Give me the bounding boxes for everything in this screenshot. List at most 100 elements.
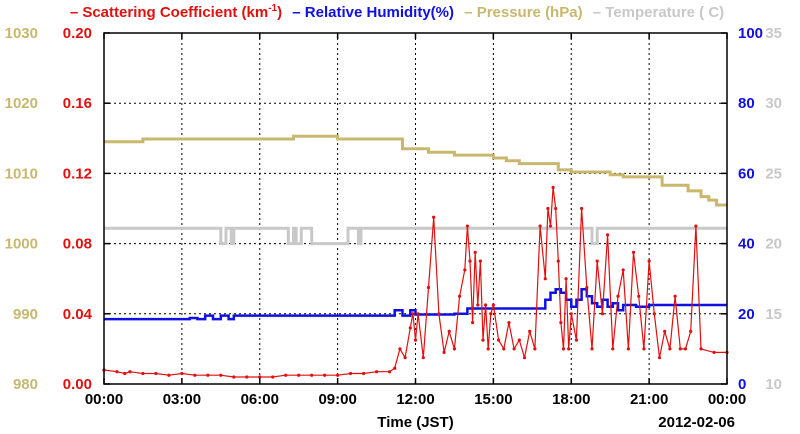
scattering-point xyxy=(349,371,353,376)
humidity-tick-label: 100 xyxy=(738,25,763,42)
scattering-point xyxy=(437,312,441,316)
scattering-point xyxy=(564,277,568,281)
pressure-tick-label: 1010 xyxy=(5,165,38,182)
x-tick-label: 21:00 xyxy=(630,391,668,408)
pressure-tick-label: 1020 xyxy=(5,95,38,112)
series-line-scattering xyxy=(103,187,727,378)
scattering-point xyxy=(473,250,477,254)
scattering-point xyxy=(141,371,145,376)
scattering-point xyxy=(647,259,651,263)
scattering-point xyxy=(528,329,532,333)
scattering-point xyxy=(673,294,677,298)
scattering-point xyxy=(476,303,480,307)
scattering-point xyxy=(398,347,402,351)
x-tick-label: 15:00 xyxy=(474,391,512,408)
scattering-point xyxy=(657,356,662,360)
scattering-point xyxy=(517,338,521,342)
scattering-point xyxy=(616,294,620,298)
legend-scattering-sup: -1 xyxy=(268,3,278,14)
scattering-point xyxy=(595,259,599,263)
scattering-point xyxy=(413,338,418,342)
scattering-point xyxy=(483,303,488,307)
scattering-point xyxy=(123,371,127,376)
scattering-point xyxy=(559,320,563,325)
legend-pressure-dash: – xyxy=(464,4,477,21)
scattering-tick-label: 0.16 xyxy=(63,95,92,112)
scattering-point xyxy=(507,320,511,325)
scattering-point xyxy=(642,347,646,351)
scattering-point xyxy=(712,350,716,355)
scattering-point xyxy=(393,366,397,370)
scattering-point xyxy=(193,373,197,377)
scattering-point xyxy=(465,224,470,228)
x-tick-label: 06:00 xyxy=(241,391,279,408)
scattering-point xyxy=(219,373,223,377)
scattering-point xyxy=(621,268,625,272)
scattering-point xyxy=(567,347,571,351)
scattering-point xyxy=(491,303,495,307)
scattering-point xyxy=(154,371,158,376)
scattering-point xyxy=(574,338,579,342)
scattering-point xyxy=(310,373,314,377)
x-tick-label: 00:00 xyxy=(708,391,746,408)
scattering-point xyxy=(580,206,584,211)
scattering-point xyxy=(678,347,682,351)
scattering-point xyxy=(611,347,615,351)
scattering-point xyxy=(361,371,366,376)
scattering-point xyxy=(522,356,527,360)
scattering-point xyxy=(590,347,594,351)
scattering-point xyxy=(206,373,210,377)
scattering-point xyxy=(668,347,672,351)
scattering-point xyxy=(496,338,501,342)
scattering-point xyxy=(538,224,542,228)
scattering-point xyxy=(605,233,610,237)
scattering-point xyxy=(232,375,236,379)
scattering-point xyxy=(489,312,493,316)
legend-pressure-label: Pressure (hPa) xyxy=(476,4,583,21)
scattering-point xyxy=(569,312,573,316)
scattering-point xyxy=(458,294,462,298)
scattering-point xyxy=(478,259,482,263)
scattering-point xyxy=(167,373,171,377)
scattering-point xyxy=(284,373,288,377)
scattering-point xyxy=(468,259,472,263)
legend-scattering: – Scattering Coefficient (km-1) xyxy=(70,3,286,21)
legend-temperature: – Temperature ( C) xyxy=(593,4,724,21)
scattering-point xyxy=(652,312,656,316)
humidity-tick-label: 60 xyxy=(738,165,755,182)
scattering-point xyxy=(481,338,485,342)
x-tick-label: 12:00 xyxy=(396,391,434,408)
scattering-point xyxy=(533,347,537,351)
scattering-point xyxy=(128,370,132,374)
scattering-tick-label: 0.00 xyxy=(63,376,92,393)
temperature-tick-label: 25 xyxy=(765,165,782,182)
pressure-tick-label: 990 xyxy=(13,306,38,323)
x-tick-label: 00:00 xyxy=(85,391,123,408)
legend-humidity: – Relative Humidity(%) xyxy=(292,4,458,21)
temperature-tick-label: 10 xyxy=(765,376,782,393)
humidity-tick-label: 20 xyxy=(738,306,755,323)
scattering-point xyxy=(245,375,249,379)
x-axis-title: Time (JST) xyxy=(377,414,453,431)
scattering-point xyxy=(336,373,340,377)
scattering-tick-label: 0.12 xyxy=(63,165,92,182)
humidity-tick-label: 80 xyxy=(738,95,755,112)
legend-pressure: – Pressure (hPa) xyxy=(464,4,587,21)
scattering-tick-label: 0.08 xyxy=(63,236,92,253)
scattering-point xyxy=(556,259,560,263)
scattering-tick-label: 0.20 xyxy=(63,25,92,42)
scattering-point xyxy=(403,356,407,360)
scattering-point xyxy=(554,206,558,211)
scattering-point xyxy=(600,312,605,316)
scattering-point xyxy=(271,375,275,379)
scattering-point xyxy=(426,285,431,290)
scattering-point xyxy=(408,326,412,330)
scattering-point xyxy=(411,312,415,316)
humidity-tick-label: 0 xyxy=(738,376,746,393)
temperature-tick-label: 35 xyxy=(765,25,782,42)
legend-scattering-label: Scattering Coefficient (km xyxy=(82,4,269,21)
temperature-tick-label: 15 xyxy=(765,306,782,323)
scattering-point xyxy=(416,312,420,316)
scattering-point xyxy=(486,347,490,351)
axis-ticks xyxy=(103,32,728,385)
